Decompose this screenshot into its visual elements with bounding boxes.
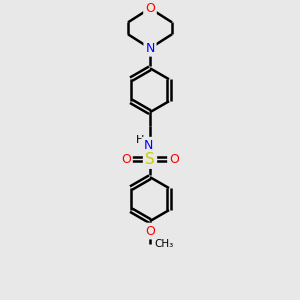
Text: O: O [145, 225, 155, 238]
Text: O: O [121, 153, 131, 166]
Text: O: O [169, 153, 179, 166]
Text: N: N [143, 139, 153, 152]
Text: S: S [145, 152, 155, 167]
Text: O: O [145, 2, 155, 15]
Text: H: H [136, 135, 144, 145]
Text: N: N [145, 42, 155, 55]
Text: CH₃: CH₃ [154, 239, 173, 249]
